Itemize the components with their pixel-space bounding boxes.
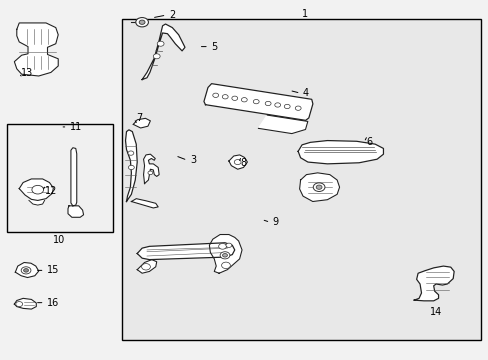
Text: 14: 14 (429, 307, 441, 317)
Text: 5: 5 (211, 42, 217, 51)
Bar (6, 125, 113, 232)
Circle shape (221, 262, 230, 269)
Circle shape (139, 20, 145, 24)
Circle shape (16, 302, 22, 307)
Circle shape (222, 253, 227, 257)
Polygon shape (299, 173, 339, 202)
Text: 15: 15 (47, 265, 59, 275)
Polygon shape (19, 179, 53, 201)
Circle shape (264, 101, 270, 105)
Circle shape (234, 159, 241, 165)
Polygon shape (209, 234, 242, 273)
Text: 16: 16 (47, 298, 59, 308)
Polygon shape (71, 148, 77, 206)
Polygon shape (125, 130, 137, 202)
Circle shape (284, 104, 289, 109)
Polygon shape (137, 260, 157, 273)
Circle shape (218, 243, 226, 249)
Circle shape (153, 54, 160, 59)
Polygon shape (298, 140, 383, 164)
Polygon shape (258, 115, 307, 134)
Circle shape (148, 171, 153, 175)
Polygon shape (228, 155, 247, 169)
Polygon shape (133, 118, 150, 128)
Polygon shape (143, 154, 159, 184)
Circle shape (222, 95, 228, 99)
Circle shape (241, 98, 247, 102)
Text: 8: 8 (240, 158, 246, 168)
Text: 12: 12 (44, 186, 57, 197)
Circle shape (274, 103, 280, 107)
Circle shape (220, 252, 229, 259)
Circle shape (157, 41, 163, 46)
Circle shape (253, 99, 259, 104)
Circle shape (142, 264, 150, 270)
Text: 1: 1 (302, 9, 307, 19)
Circle shape (295, 106, 301, 110)
Polygon shape (413, 266, 453, 301)
Polygon shape (68, 206, 83, 217)
Circle shape (212, 93, 218, 98)
Text: 3: 3 (189, 155, 196, 165)
Text: 4: 4 (303, 88, 308, 98)
Polygon shape (137, 243, 234, 260)
Text: 7: 7 (136, 113, 142, 123)
Polygon shape (14, 23, 58, 76)
Text: 13: 13 (21, 68, 33, 78)
Circle shape (225, 243, 231, 247)
Polygon shape (14, 298, 36, 309)
Circle shape (23, 269, 28, 272)
Polygon shape (142, 24, 184, 80)
Text: 11: 11 (70, 122, 82, 132)
Circle shape (128, 151, 134, 155)
Bar (122, 19, 481, 339)
Circle shape (136, 18, 148, 27)
Text: 2: 2 (168, 10, 175, 20)
Circle shape (32, 185, 43, 194)
Text: 9: 9 (272, 217, 278, 227)
Circle shape (21, 267, 31, 274)
Circle shape (128, 165, 134, 170)
Polygon shape (29, 201, 44, 205)
Circle shape (231, 96, 237, 100)
Polygon shape (15, 262, 39, 278)
Circle shape (313, 183, 325, 192)
Polygon shape (203, 84, 312, 120)
Polygon shape (131, 199, 158, 208)
Text: 6: 6 (366, 138, 372, 147)
Text: 10: 10 (53, 235, 65, 245)
Circle shape (316, 185, 322, 189)
